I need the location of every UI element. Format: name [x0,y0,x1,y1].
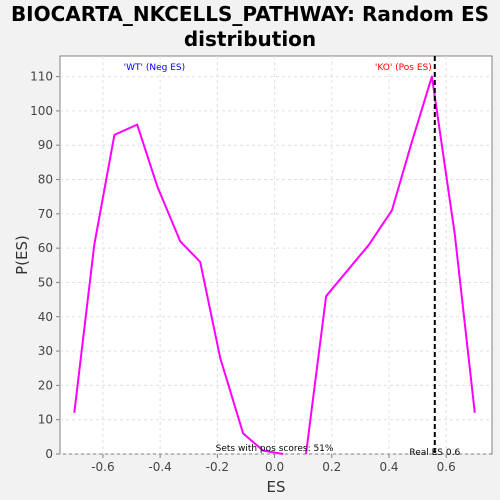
x-tick-label: -0.6 [91,460,114,474]
series-line [73,123,284,455]
plot-area [59,55,493,455]
chart-title: BIOCARTA_NKCELLS_PATHWAY: Random ES dist… [10,2,490,51]
y-tick-label: 50 [38,275,53,289]
annotations: 'WT' (Neg ES) 'KO' (Pos ES) Sets with pos … [124,56,460,458]
real-es-label: Real ES 0.6 [409,448,460,458]
x-tick-label: 0.6 [437,460,456,474]
neg-es-label: 'WT' (Neg ES) [124,63,185,73]
x-axis-label: ES [267,478,286,496]
x-tick-label: -0.4 [148,460,171,474]
grid-lines [60,56,492,455]
y-axis-label: P(ES) [13,235,31,275]
series-lines [73,75,476,455]
y-tick-label: 20 [38,378,53,392]
sets-with-pos-scores-label: Sets with pos scores: 51% [216,444,334,454]
x-tick-label: 0.4 [379,460,398,474]
y-tick-label: 70 [38,207,53,221]
pos-es-label: 'KO' (Pos ES) [375,63,432,73]
x-tick-label: 0.0 [265,460,284,474]
y-tick-label: 90 [38,138,53,152]
y-tick-label: 80 [38,173,53,187]
axes: 0 10 20 30 40 50 60 70 80 90 100 110 -0.6 -0.4 -0.2 0.0… [30,70,456,474]
y-tick-label: 60 [38,241,53,255]
x-tick-label: 0.2 [322,460,341,474]
y-tick-label: 40 [38,310,53,324]
x-tick-label: -0.2 [206,460,229,474]
y-tick-label: 110 [30,70,53,84]
series-line [305,75,476,455]
y-tick-label: 100 [30,104,53,118]
y-tick-label: 30 [38,344,53,358]
y-tick-label: 10 [38,413,53,427]
y-tick-label: 0 [45,447,53,461]
